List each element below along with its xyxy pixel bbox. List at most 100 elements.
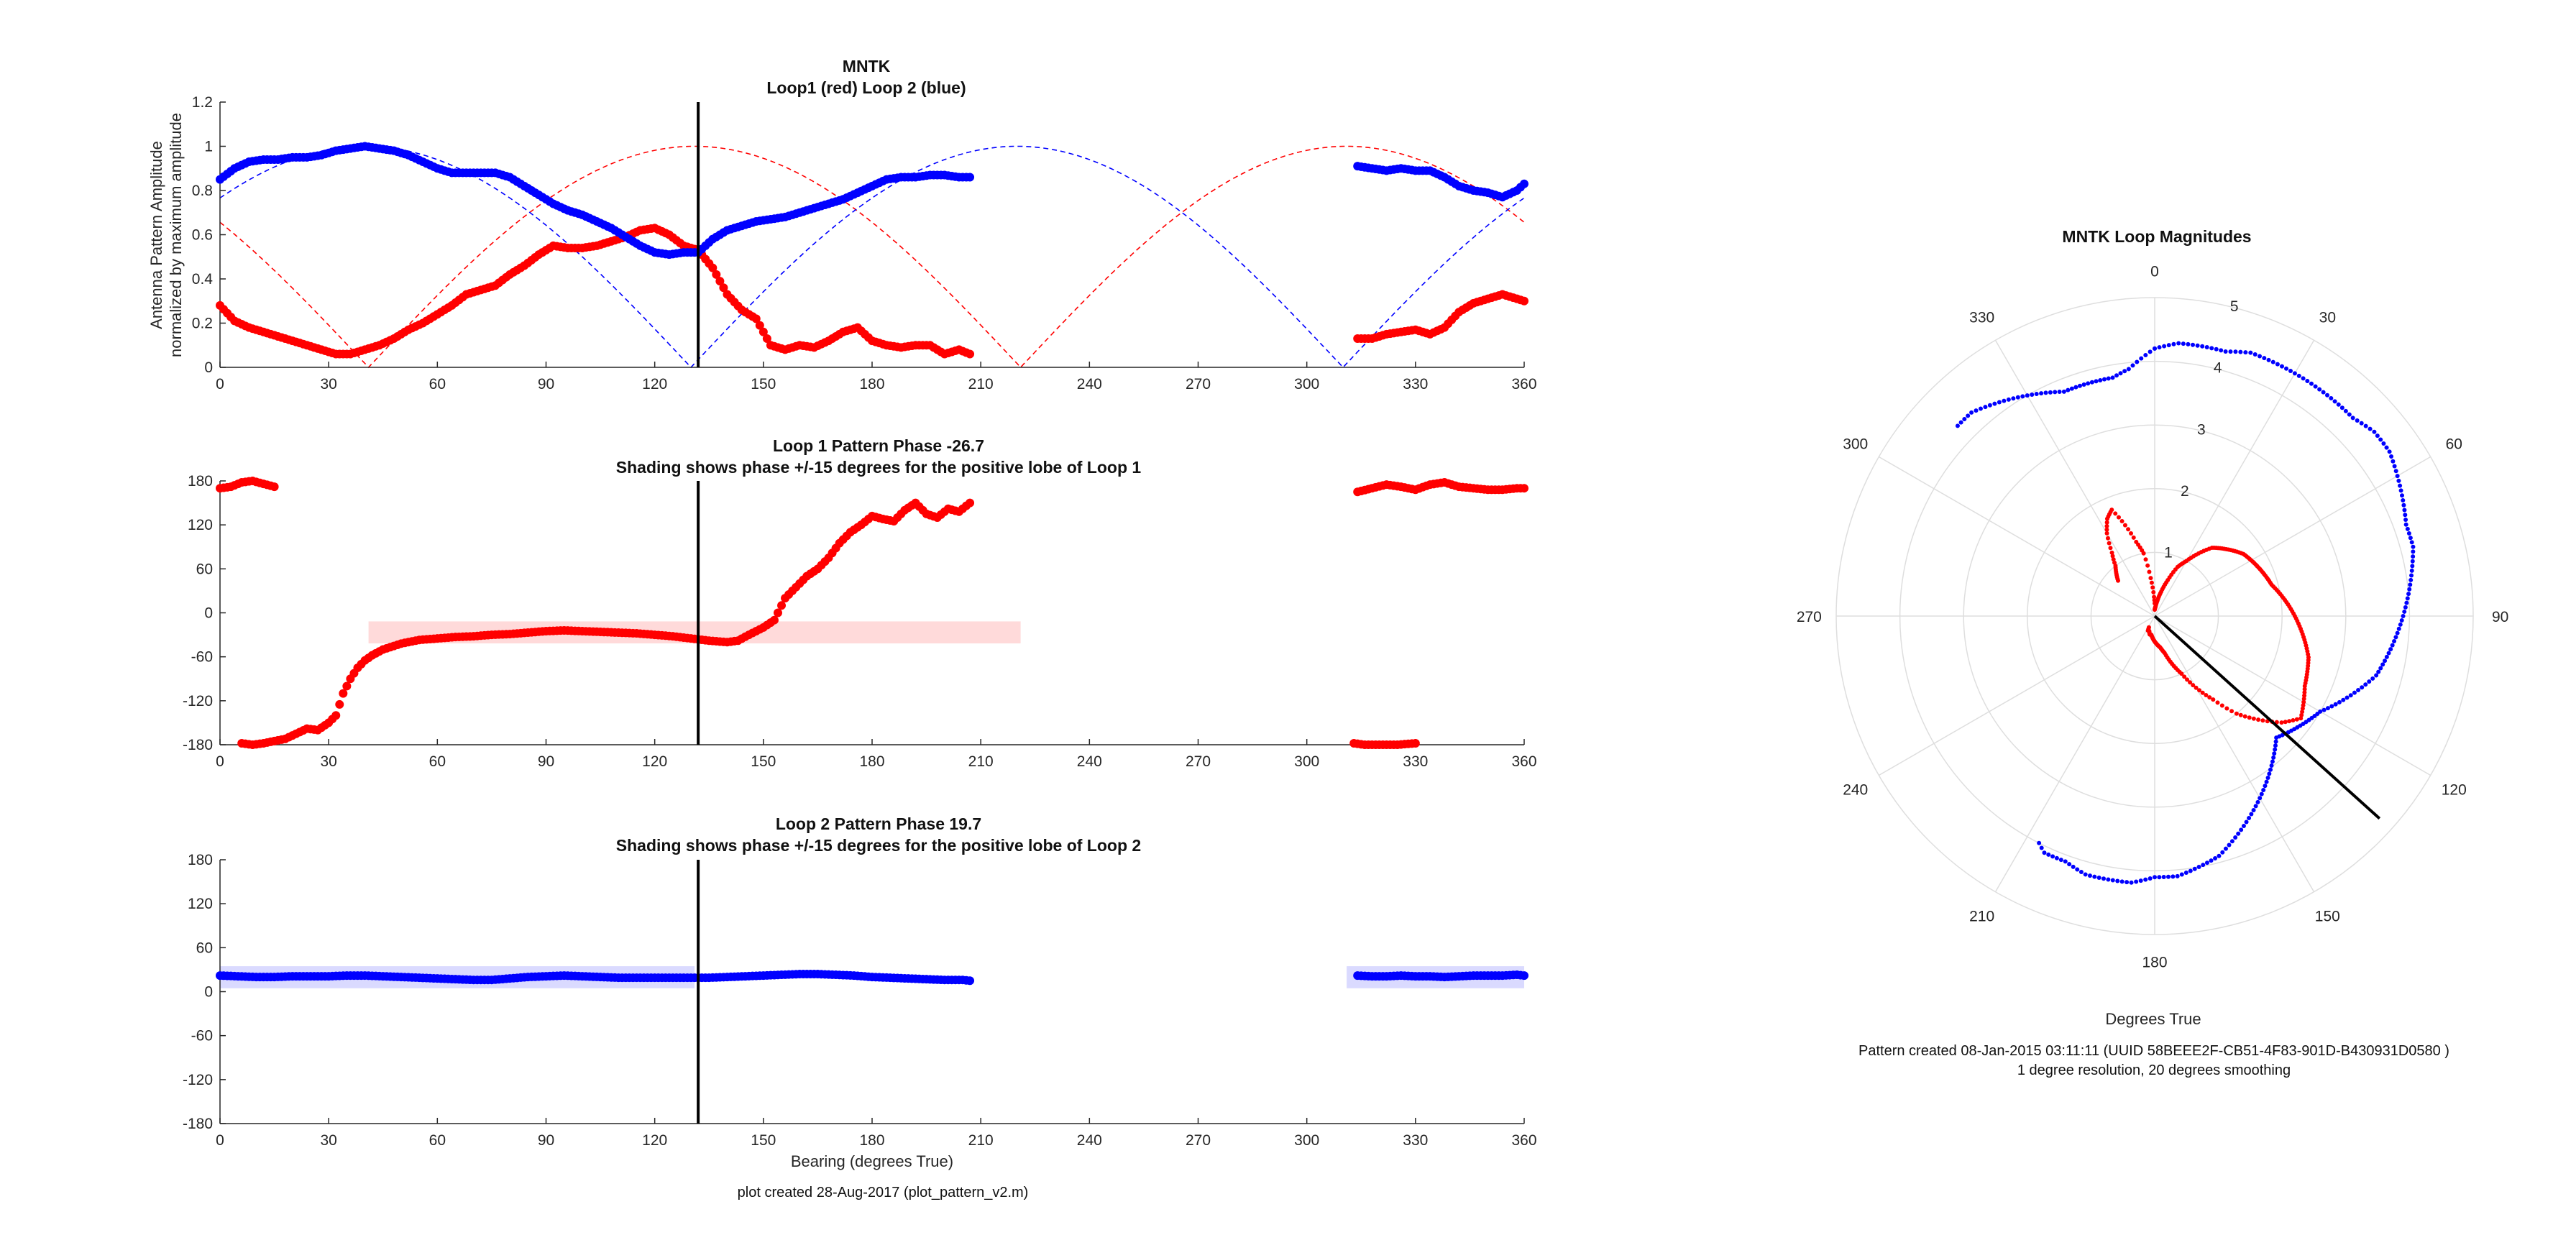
x-tick-label: 120 — [642, 376, 667, 392]
x-tick-label: 30 — [320, 376, 336, 392]
polar-point — [2078, 870, 2084, 875]
polar-point — [2279, 364, 2284, 369]
chart-title: Loop 2 Pattern Phase 19.7 — [776, 814, 981, 833]
polar-point — [2409, 540, 2414, 545]
polar-point — [2270, 759, 2275, 764]
polar-spoke — [1878, 456, 2155, 617]
polar-point — [2305, 379, 2310, 384]
polar-point — [2388, 647, 2393, 652]
x-tick-label: 60 — [429, 376, 446, 392]
footer-note: plot created 28-Aug-2017 (plot_pattern_v… — [738, 1185, 1029, 1200]
chart-title: MNTK Loop Magnitudes — [2062, 227, 2251, 246]
polar-point — [2236, 831, 2241, 836]
model-curve — [219, 145, 1525, 369]
polar-point — [2166, 874, 2171, 879]
x-tick-label: 90 — [538, 376, 554, 392]
polar-point — [2301, 697, 2306, 702]
polar-point — [2405, 526, 2410, 531]
polar-point — [2122, 523, 2127, 528]
polar-point — [1969, 410, 1974, 415]
data-point — [708, 263, 718, 272]
polar-point — [2108, 546, 2113, 551]
polar-point — [2403, 522, 2408, 527]
polar-point — [2367, 679, 2372, 684]
polar-spoke — [1994, 339, 2155, 617]
polar-point — [2405, 596, 2410, 601]
polar-point — [2258, 796, 2263, 801]
polar-point — [2075, 867, 2080, 872]
polar-point — [2302, 693, 2307, 698]
y-tick-label: 180 — [188, 473, 213, 490]
polar-point — [2183, 871, 2188, 876]
polar-point — [2341, 697, 2346, 702]
polar-point — [2176, 341, 2181, 346]
pattern-note: Pattern created 08-Jan-2015 03:11:11 (UU… — [1858, 1043, 2449, 1059]
x-tick-label: 240 — [1077, 1132, 1102, 1149]
polar-point — [2153, 875, 2157, 880]
polar-point — [2148, 876, 2153, 881]
polar-spoke — [1994, 615, 2155, 893]
polar-point — [2011, 396, 2016, 401]
polar-point — [2384, 654, 2389, 659]
data-point — [758, 327, 768, 336]
x-tick-label: 90 — [538, 1132, 554, 1149]
polar-point — [2355, 418, 2360, 423]
polar-point — [2333, 702, 2338, 707]
polar-point — [2119, 519, 2124, 524]
polar-point — [2217, 853, 2222, 858]
x-tick-label: 360 — [1511, 1132, 1536, 1149]
y-tick-label: 0 — [204, 605, 213, 622]
polar-point — [2273, 747, 2278, 752]
polar-point — [2238, 349, 2243, 354]
theta-tick-label: 300 — [1843, 436, 1868, 453]
polar-point — [2363, 423, 2368, 428]
x-tick-label: 270 — [1186, 753, 1211, 770]
polar-point — [2111, 557, 2116, 562]
polar-point — [2406, 531, 2411, 536]
x-tick-label: 90 — [538, 753, 554, 770]
polar-point — [2152, 597, 2157, 602]
polar-point — [2181, 341, 2186, 346]
polar-point — [2244, 819, 2249, 825]
data-point — [966, 349, 975, 359]
resolution-note: 1 degree resolution, 20 degrees smoothin… — [2017, 1062, 2291, 1078]
polar-point — [2204, 345, 2209, 350]
polar-point — [2401, 614, 2406, 618]
y-tick-label: 0.2 — [192, 316, 213, 332]
data-point — [755, 321, 764, 330]
polar-point — [2146, 625, 2151, 630]
y-tick-label: -180 — [183, 1116, 213, 1132]
x-tick-label: 60 — [429, 753, 446, 770]
polar-point — [2195, 343, 2200, 348]
polar-point — [2270, 359, 2275, 364]
polar-point — [2112, 560, 2117, 565]
polar-point — [2300, 710, 2305, 715]
y-tick-label: -120 — [183, 1072, 213, 1088]
polar-point — [2273, 739, 2278, 744]
polar-point — [2337, 699, 2342, 704]
polar-point — [2141, 551, 2146, 556]
polar-point — [2171, 341, 2176, 346]
polar-point — [2101, 876, 2106, 881]
polar-point — [2087, 873, 2092, 878]
polar-point — [2302, 687, 2307, 692]
polar-point — [2224, 706, 2229, 711]
polar-point — [2390, 643, 2395, 648]
data-point — [773, 608, 782, 617]
polar-bearing-marker — [2153, 615, 2381, 820]
y-tick-label: 120 — [188, 896, 213, 912]
polar-point — [2402, 508, 2407, 513]
data-point — [1411, 738, 1420, 748]
x-tick-label: 120 — [642, 753, 667, 770]
polar-point — [2020, 394, 2025, 399]
polar-point — [2395, 630, 2400, 635]
x-tick-label: 210 — [968, 1132, 994, 1149]
polar-point — [2126, 367, 2131, 372]
x-tick-label: 150 — [751, 376, 776, 392]
polar-point — [2392, 639, 2397, 644]
polar-point — [2006, 397, 2011, 402]
theta-tick-label: 210 — [1969, 908, 1994, 924]
x-tick-label: 180 — [859, 376, 884, 392]
polar-point — [2077, 383, 2082, 388]
data-point — [339, 689, 348, 698]
